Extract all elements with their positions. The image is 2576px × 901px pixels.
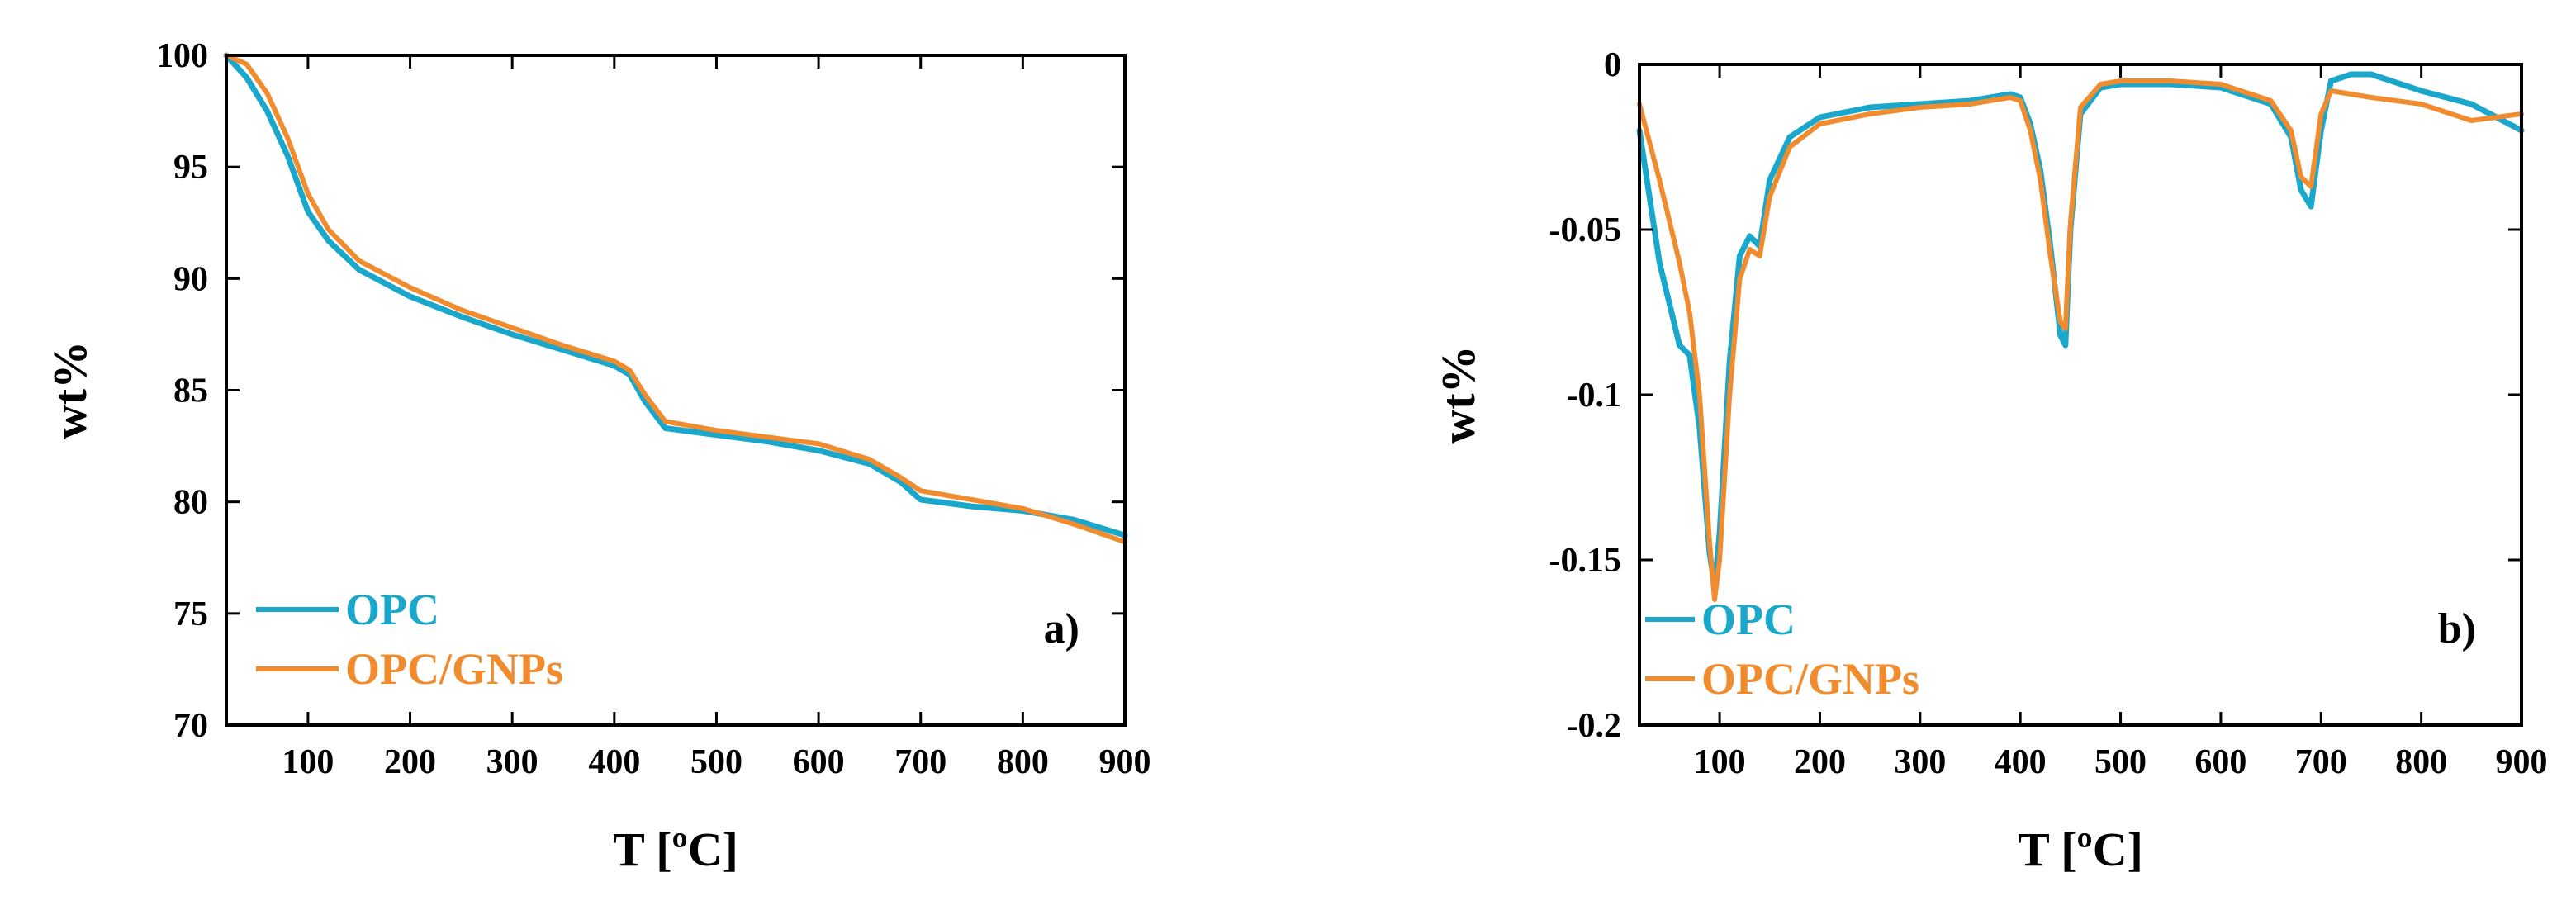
panel-b-legend-label-opc: OPC [1701,595,1796,644]
panel-b-plot-frame [1638,63,2523,727]
panel-b-legend-label-opc-gnps: OPC/GNPs [1701,654,1919,704]
panel-b-tick-labels: 100 200 300 400 500 600 700 800 900 0 -0.05 -0.1 -0.… [1549,46,2548,781]
panel-a-y-tick-label: 85 [173,372,208,410]
panel-a-x-tick-label: 800 [997,743,1049,781]
panel-a-tick-labels: 100 200 300 400 500 600 700 800 900 70 75 80 85 90 95 1… [156,37,1151,781]
panel-b-x-tick-label: 600 [2194,743,2246,781]
panel-a-x-tick-label: 400 [588,743,640,781]
panel-a-label: a) [1044,605,1079,652]
chart-panel-b: 100 200 300 400 500 600 700 800 900 0 -0.05 -0.1 -0.… [1431,46,2548,876]
panel-b-label: b) [2438,605,2476,652]
panel-a-plot-frame [225,54,1127,727]
panel-a-series-line-opc [223,52,1128,538]
panel-b-legend: OPC OPC/GNPs [1645,595,1919,704]
panel-a-x-tick-label: 600 [793,743,845,781]
panel-a-x-tick-label: 100 [282,743,334,781]
panel-b-y-axis-title: wt% [1431,345,1485,443]
panel-a-y-tick-label: 75 [173,595,208,633]
panel-a-x-tick-label: 200 [384,743,436,781]
panel-a-y-tick-label: 70 [173,707,208,745]
panel-b-x-tick-label: 300 [1894,743,1946,781]
panel-b-x-tick-label: 800 [2395,743,2447,781]
panel-b-y-tick-label: -0.15 [1549,542,1622,580]
panel-a-y-tick-label: 80 [173,484,208,522]
panel-a-x-axis-title: T [ºC] [613,823,738,876]
panel-a-y-tick-label: 100 [156,37,208,75]
panel-b-x-axis-title: T [ºC] [2018,823,2143,876]
panel-a-y-tick-label: 95 [173,149,208,187]
panel-b-series-line-opc-gnps [1637,78,2524,602]
panel-b-y-tick-label: 0 [1604,46,1621,84]
panel-a-x-tick-label: 900 [1099,743,1151,781]
panel-b-x-tick-label: 400 [1995,743,2047,781]
panel-b-data-lines [1636,71,2525,602]
panel-b-x-tick-label: 700 [2295,743,2347,781]
panel-a-y-tick-label: 90 [173,260,208,298]
panel-a-x-tick-label: 700 [894,743,946,781]
panel-b-y-tick-label: -0.1 [1567,377,1622,415]
panel-b-y-tick-label: -0.05 [1549,211,1622,249]
panel-b-series-line-opc [1636,71,2525,590]
panel-a-series-line-opc-gnps [224,53,1127,545]
panel-a-y-axis-title: wt% [43,341,97,439]
panel-b-x-tick-label: 200 [1794,743,1846,781]
panel-a-x-tick-label: 300 [486,743,538,781]
chart-panel-a: 100 200 300 400 500 600 700 800 900 70 75 80 85 90 95 1… [43,37,1151,876]
panel-a-x-tick-label: 500 [690,743,742,781]
panel-b-x-tick-label: 500 [2094,743,2147,781]
panel-b-y-tick-label: -0.2 [1567,707,1622,745]
panel-a-legend: OPC OPC/GNPs [256,585,563,694]
panel-a-data-lines [223,52,1128,545]
panel-b-x-tick-label: 900 [2496,743,2548,781]
panel-a-legend-label-opc-gnps: OPC/GNPs [345,644,563,694]
panel-b-x-tick-label: 100 [1694,743,1746,781]
panel-a-legend-label-opc: OPC [345,585,439,634]
